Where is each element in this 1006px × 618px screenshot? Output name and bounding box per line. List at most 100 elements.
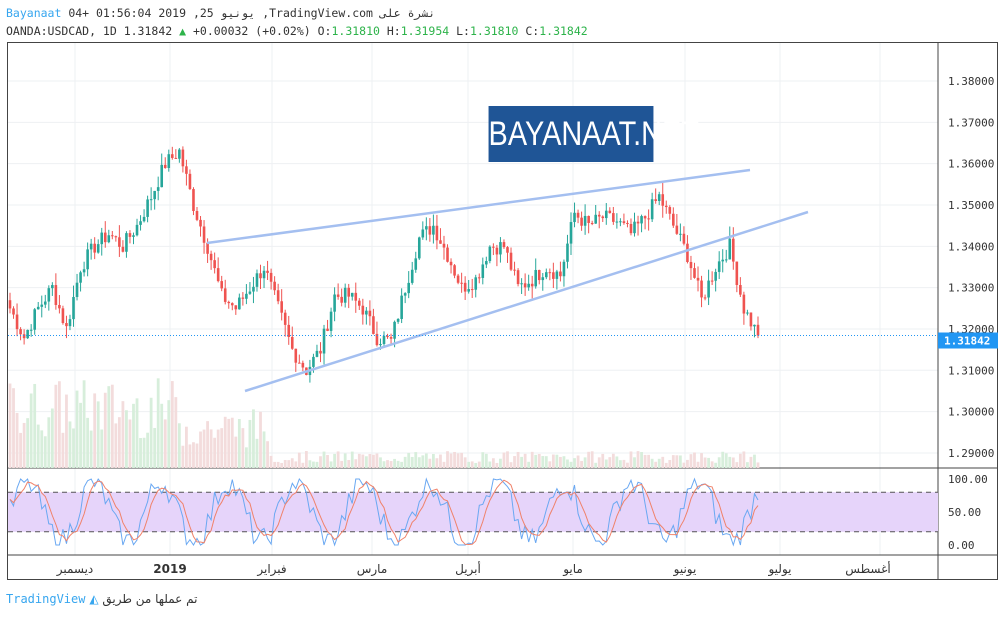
change-value: +0.00032 (+0.02%) — [186, 24, 318, 38]
tradingview-logo-icon: ◭ — [89, 592, 99, 606]
volume-bar — [484, 453, 488, 468]
volume-bar — [117, 417, 121, 468]
time-tick-label: مارس — [357, 562, 388, 577]
price-tick-label: 1.30000 — [948, 406, 994, 419]
volume-bar — [343, 453, 347, 468]
candle-body — [682, 233, 686, 244]
volume-bar — [301, 462, 305, 468]
candle-body — [216, 268, 220, 282]
candle-body — [686, 243, 689, 262]
volume-bar — [633, 457, 636, 468]
volume-bar — [319, 456, 322, 468]
volume-bar — [40, 430, 44, 468]
volume-bar — [386, 460, 389, 468]
volume-bar — [241, 428, 245, 468]
candle-body — [502, 242, 506, 248]
candle-body — [534, 269, 538, 287]
candle-body — [199, 219, 202, 227]
ohlc-line: OANDA:USDCAD, 1D 1.31842 ▲ +0.00032 (+0.… — [6, 24, 588, 38]
triangle-up-icon: ▲ — [179, 24, 187, 38]
volume-bar — [668, 460, 672, 468]
volume-bar — [93, 393, 97, 468]
volume-bar — [26, 418, 30, 468]
candle-body — [375, 333, 379, 346]
volume-bar — [266, 441, 269, 468]
candle-body — [79, 272, 82, 283]
volume-bar — [629, 451, 633, 468]
volume-bar — [488, 461, 492, 468]
lower-trendline — [244, 210, 809, 393]
candle-body — [495, 247, 499, 255]
candle-body — [562, 261, 566, 277]
volume-bar — [671, 455, 675, 468]
volume-bar — [576, 455, 580, 468]
candle-body — [47, 288, 51, 302]
volume-bar — [424, 453, 428, 468]
candle-body — [329, 311, 333, 331]
tradingview-link[interactable]: TradingView — [6, 592, 86, 606]
candle-body — [142, 216, 146, 222]
volume-bar — [650, 458, 654, 468]
candle-body — [361, 305, 365, 315]
candle-body — [135, 224, 139, 236]
volume-bar — [297, 452, 301, 468]
high-value: 1.31954 — [400, 24, 450, 38]
volume-bar — [167, 400, 171, 468]
volume-bar — [523, 453, 527, 468]
candle-body — [626, 222, 629, 224]
candle-body — [421, 229, 425, 238]
candle-body — [19, 329, 22, 335]
candle-body — [163, 164, 167, 168]
candle-body — [407, 282, 410, 294]
candle-body — [569, 222, 573, 244]
candle-body — [322, 328, 326, 354]
candle-body — [139, 221, 142, 225]
candle-body — [612, 213, 615, 222]
volume-bar — [544, 456, 548, 468]
volume-bar — [22, 422, 26, 468]
volume-bar — [724, 453, 728, 468]
author-link[interactable]: Bayanaat — [6, 6, 62, 20]
volume-bar — [594, 462, 598, 468]
candle-body — [449, 261, 453, 266]
candle-body — [160, 164, 164, 188]
volume-bar — [262, 431, 266, 468]
volume-bar — [234, 436, 238, 468]
candle-body — [365, 310, 368, 315]
candle-body — [604, 210, 608, 219]
candle-body — [735, 261, 739, 286]
volume-bar — [693, 452, 696, 468]
candle-body — [527, 283, 530, 288]
volume-bar — [125, 410, 128, 468]
volume-bar — [664, 462, 668, 468]
candle-body — [312, 356, 315, 367]
candle-body — [146, 199, 149, 217]
volume-bar — [474, 462, 478, 468]
candle-body — [545, 272, 548, 278]
chart-frame[interactable] — [7, 42, 998, 580]
candle-body — [350, 292, 354, 297]
volume-bar — [280, 462, 284, 468]
candle-body — [298, 362, 301, 364]
candle-body — [178, 149, 181, 159]
candle-body — [227, 301, 231, 304]
volume-bar — [135, 398, 139, 468]
volume-bar — [573, 458, 576, 468]
volume-bar — [604, 459, 608, 468]
volume-bar — [12, 388, 15, 468]
candle-body — [54, 285, 58, 305]
candle-body — [573, 212, 576, 223]
volume-bar — [347, 460, 351, 468]
volume-bar — [340, 460, 344, 468]
price-tick-label: 1.29000 — [948, 447, 994, 460]
volume-bar — [753, 454, 756, 468]
volume-bar — [192, 442, 195, 468]
volume-bar — [439, 454, 442, 468]
candle-body — [619, 221, 622, 223]
time-tick-label: يونيو — [673, 562, 697, 577]
last-price-badge — [938, 332, 998, 349]
candle-body — [273, 281, 276, 291]
volume-bar — [8, 383, 12, 468]
candle-body — [707, 280, 710, 298]
